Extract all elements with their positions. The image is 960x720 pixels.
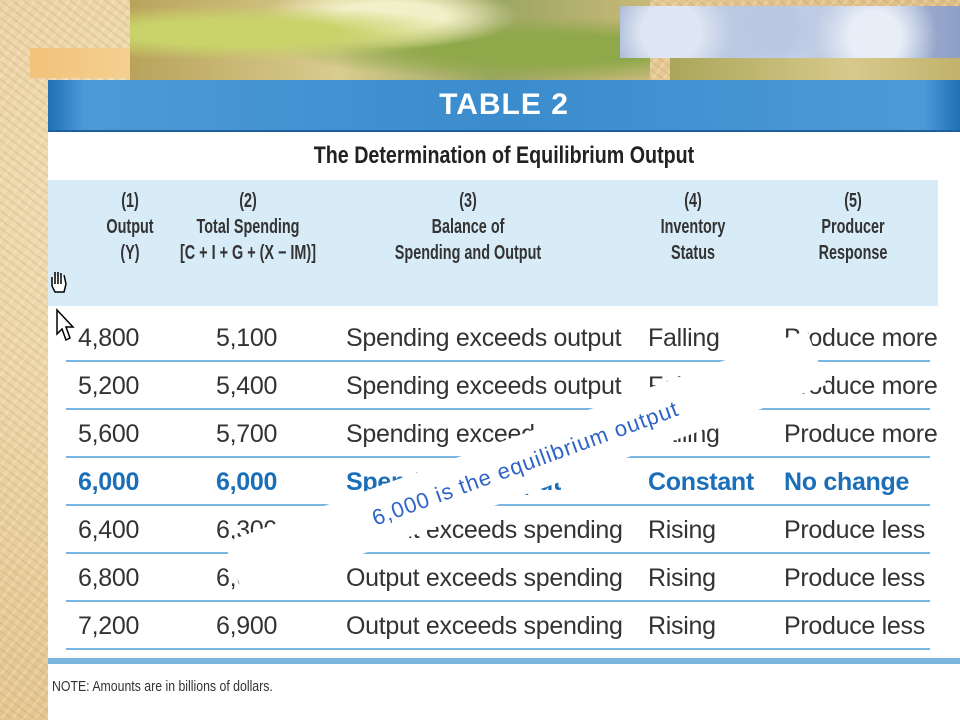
cell-inventory: Rising [648,612,716,640]
cell-producer-response: Produce less [784,612,925,640]
column-label: Balance of [431,216,505,238]
table-panel: TABLE 2 The Determination of Equilibrium… [48,80,960,720]
column-header-producer: (5) Producer Response [806,188,900,266]
cell-balance: Output exceeds spending [346,612,623,640]
cell-output: 5,200 [78,372,140,400]
table-note: NOTE: Amounts are in billions of dollars… [52,678,273,695]
table-subtitle: The Determination of Equilibrium Output [313,142,695,169]
cell-producer-response: No change [784,468,910,496]
column-label: Output [106,216,154,238]
cell-total-spending: 5,100 [216,324,278,352]
column-label: Status [670,242,716,264]
column-header-output: (1) Output (Y) [94,188,166,266]
column-header-balance: (3) Balance of Spending and Output [382,188,555,266]
cell-output: 4,800 [78,324,140,352]
cell-balance: Output exceeds spending [346,564,623,592]
cell-total-spending: 6,000 [216,468,278,496]
column-number: (3) [459,190,477,212]
column-label: (Y) [120,242,140,264]
cell-output: 5,600 [78,420,140,448]
column-label: [C + I + G + (X − IM)] [179,242,317,264]
cell-inventory: Rising [648,516,716,544]
decorative-banner [30,0,960,82]
column-number: (5) [844,190,862,212]
cell-output: 7,200 [78,612,140,640]
table-title-bar: TABLE 2 [48,80,960,132]
table-row: 4,800 5,100 Spending exceeds output Falling… [66,316,938,362]
cell-balance: Spending exceeds output [346,372,622,400]
column-number: (4) [684,190,702,212]
banner-flower-image [620,6,960,58]
cell-output: 6,000 [78,468,140,496]
column-label: Total Spending [196,216,300,238]
table-title: TABLE 2 [439,88,569,121]
cell-total-spending: 5,700 [216,420,278,448]
cell-output: 6,400 [78,516,140,544]
table-bottom-rule [48,658,960,664]
cell-inventory: Rising [648,564,716,592]
table-row: 6,400 6,300 Output exceeds spending Rising P… [66,508,930,554]
column-label: Spending and Output [394,242,542,264]
cell-producer-response: Produce less [784,516,925,544]
table-row: 6,8006,600Output exceeds spendingRisingP… [66,556,930,602]
column-label: Response [818,242,888,264]
cell-total-spending: 5,400 [216,372,278,400]
column-label: Inventory [660,216,726,238]
cell-producer-response: Produce less [784,564,925,592]
banner-leaf-image [130,0,650,82]
column-number: (1) [121,190,139,212]
column-number: (2) [239,190,257,212]
cell-inventory: Falling [648,324,720,352]
table-row: 7,200 6,900 Output exceeds spending Rising P… [66,604,930,650]
cell-producer-response: Produce more [784,420,938,448]
column-header-inventory: (4) Inventory Status [646,188,740,266]
column-header-total-spending: (2) Total Spending [C + I + G + (X − IM)… [176,188,320,266]
table-header: (1) Output (Y) (2) Total Spending [C + I… [48,180,938,306]
cell-inventory: Constant [648,468,754,496]
cell-total-spending: 6,900 [216,612,278,640]
cell-balance: Spending exceeds output [346,324,622,352]
hand-pointer-icon [46,270,80,342]
column-label: Producer [821,216,885,238]
cell-output: 6,800 [78,564,140,592]
